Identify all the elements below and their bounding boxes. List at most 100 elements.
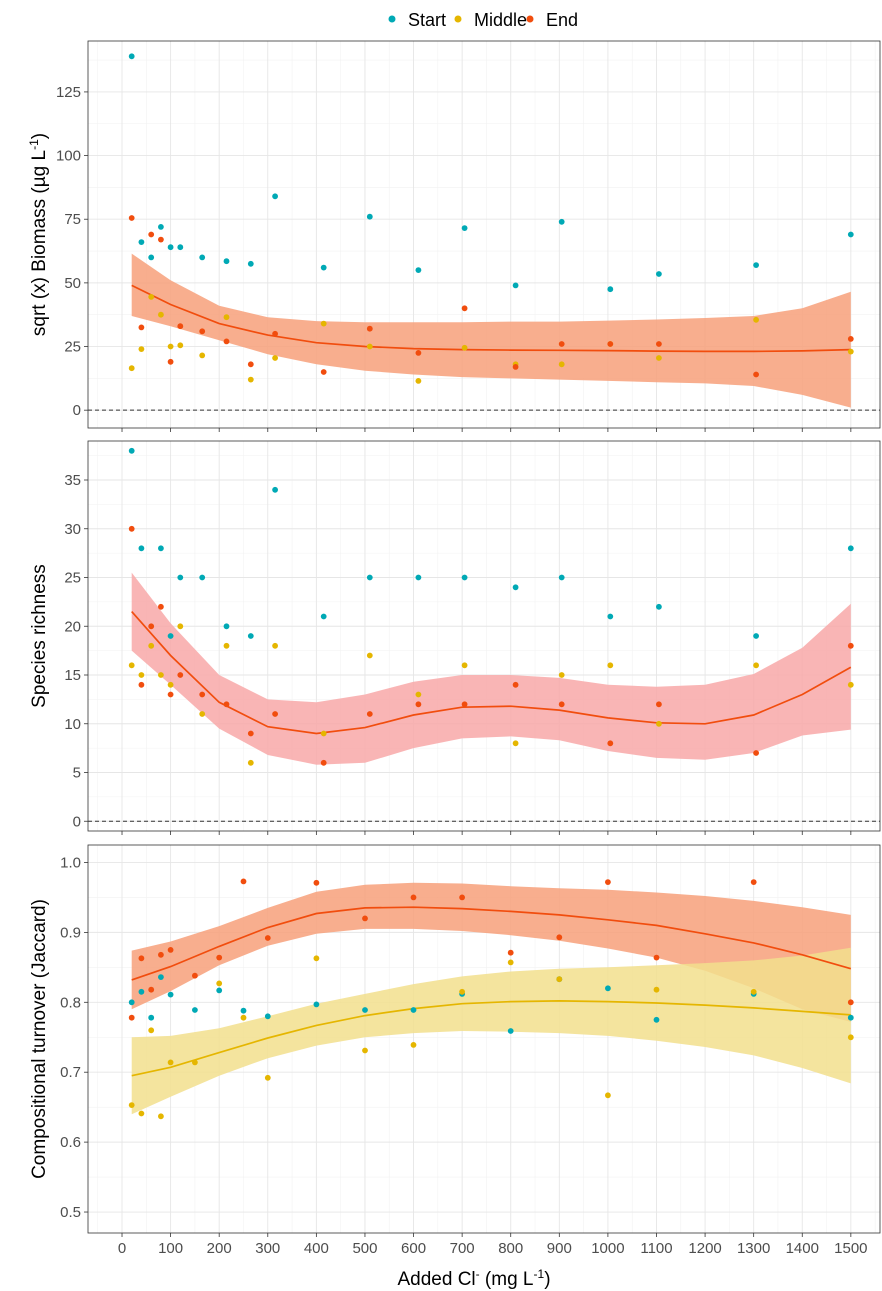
data-point-start	[461, 574, 468, 581]
data-point-end	[753, 371, 759, 378]
x-axis-title-unit-sup: -1	[534, 1267, 545, 1281]
series-end	[128, 525, 854, 766]
data-point-end	[148, 623, 155, 630]
data-point-middle	[366, 652, 373, 659]
data-point-end	[177, 323, 184, 330]
data-point-start	[247, 260, 254, 267]
data-point-start	[847, 231, 854, 238]
x-axis-title-close: )	[544, 1269, 550, 1290]
x-tick-label: 900	[547, 1240, 572, 1257]
data-point-end	[558, 341, 565, 347]
panel-background	[88, 441, 880, 831]
data-point-end	[313, 879, 320, 886]
series-middle	[128, 623, 854, 766]
legend-label-middle: Middle	[474, 10, 527, 30]
data-point-end	[272, 330, 278, 337]
data-point-end	[138, 955, 145, 962]
data-point-start	[128, 447, 135, 454]
panel-border	[87, 40, 881, 429]
y-axis-title-main: Compositional turnover (Jaccard)	[29, 899, 50, 1179]
x-axis-title: Added Cl- (mg L-1)	[397, 1267, 550, 1290]
y-tick-label: 25	[64, 570, 81, 587]
data-point-start	[558, 218, 565, 225]
data-point-end	[847, 999, 854, 1006]
data-point-end	[158, 951, 164, 958]
y-tick-label: 0.5	[60, 1204, 81, 1221]
data-point-middle	[461, 662, 468, 669]
legend-key-end	[526, 15, 534, 23]
data-point-middle	[653, 986, 660, 993]
panel-border	[87, 440, 881, 832]
data-point-middle	[128, 1102, 135, 1108]
data-point-middle	[558, 361, 565, 368]
data-point-end	[558, 701, 565, 708]
legend-key-start	[388, 15, 396, 23]
data-point-end	[247, 361, 254, 368]
y-tick-label: 5	[73, 765, 81, 782]
data-point-end	[461, 701, 468, 708]
data-point-end	[607, 341, 614, 347]
data-point-middle	[223, 642, 230, 649]
data-point-middle	[415, 378, 422, 384]
data-point-middle	[366, 343, 373, 350]
data-point-middle	[272, 642, 278, 649]
x-axis: 0 100 200 300 400 500 600 700 800 900 1000 1100 1200…	[118, 1240, 868, 1257]
data-point-start	[607, 613, 614, 620]
data-point-middle	[199, 352, 206, 359]
x-tick-label: 1500	[834, 1240, 867, 1257]
x-tick-label: 800	[498, 1240, 523, 1257]
data-point-end	[138, 681, 145, 688]
legend-key-middle	[454, 15, 462, 23]
data-point-start	[148, 254, 155, 261]
data-point-end	[366, 711, 373, 717]
panels: 0 25 50 75 100 125 sqrt (x) Biomass (µg L-1) 0 5…	[27, 40, 881, 1237]
x-axis-title-main: Added Cl	[397, 1269, 475, 1290]
data-point-start	[362, 1007, 368, 1013]
data-point-end	[167, 947, 174, 953]
data-point-start	[138, 988, 145, 995]
panel-1: 0 25 50 75 100 125 sqrt (x) Biomass (µg L-1)	[27, 40, 881, 432]
data-point-start	[656, 603, 662, 610]
y-axis-title: Species richness	[29, 564, 50, 708]
confidence-band-end	[131, 882, 851, 1022]
data-point-start	[512, 282, 519, 289]
data-point-start	[199, 254, 206, 261]
data-point-middle	[558, 672, 565, 678]
data-point-start	[158, 224, 164, 230]
fit-line-end	[131, 284, 851, 353]
y-tick-label: 0.7	[60, 1064, 81, 1081]
data-point-end	[512, 364, 519, 370]
data-point-end	[138, 324, 145, 331]
panel-3: 0.5 0.6 0.7 0.8 0.9 1.0 Compositional turnover…	[29, 844, 881, 1237]
data-point-middle	[138, 346, 145, 352]
data-point-start	[128, 53, 135, 60]
data-point-end	[366, 325, 373, 332]
data-point-start	[138, 239, 145, 246]
data-point-end	[750, 879, 757, 885]
series-end	[128, 215, 854, 378]
data-point-start	[167, 244, 174, 251]
x-tick-label: 100	[158, 1240, 183, 1257]
x-axis-title-unit: (mg L	[480, 1269, 534, 1290]
series-middle	[128, 294, 854, 384]
data-point-start	[223, 623, 230, 630]
y-tick-label: 35	[64, 472, 81, 489]
data-point-end	[199, 691, 206, 698]
y-tick-label: 30	[64, 521, 81, 538]
data-point-end	[410, 894, 417, 901]
data-point-start	[320, 613, 327, 620]
data-point-middle	[320, 320, 327, 327]
legend-item-end: End	[526, 10, 578, 30]
data-point-middle	[272, 355, 278, 361]
y-axis-title-close: )	[29, 133, 50, 139]
data-point-middle	[128, 365, 135, 372]
data-point-start	[192, 1007, 198, 1013]
data-point-end	[158, 603, 164, 610]
x-tick-label: 400	[304, 1240, 329, 1257]
y-tick-label: 20	[64, 618, 81, 635]
data-point-start	[138, 545, 145, 552]
data-point-start	[753, 262, 759, 268]
data-point-middle	[264, 1074, 271, 1081]
legend-label-start: Start	[408, 10, 446, 30]
data-point-end	[167, 691, 174, 698]
